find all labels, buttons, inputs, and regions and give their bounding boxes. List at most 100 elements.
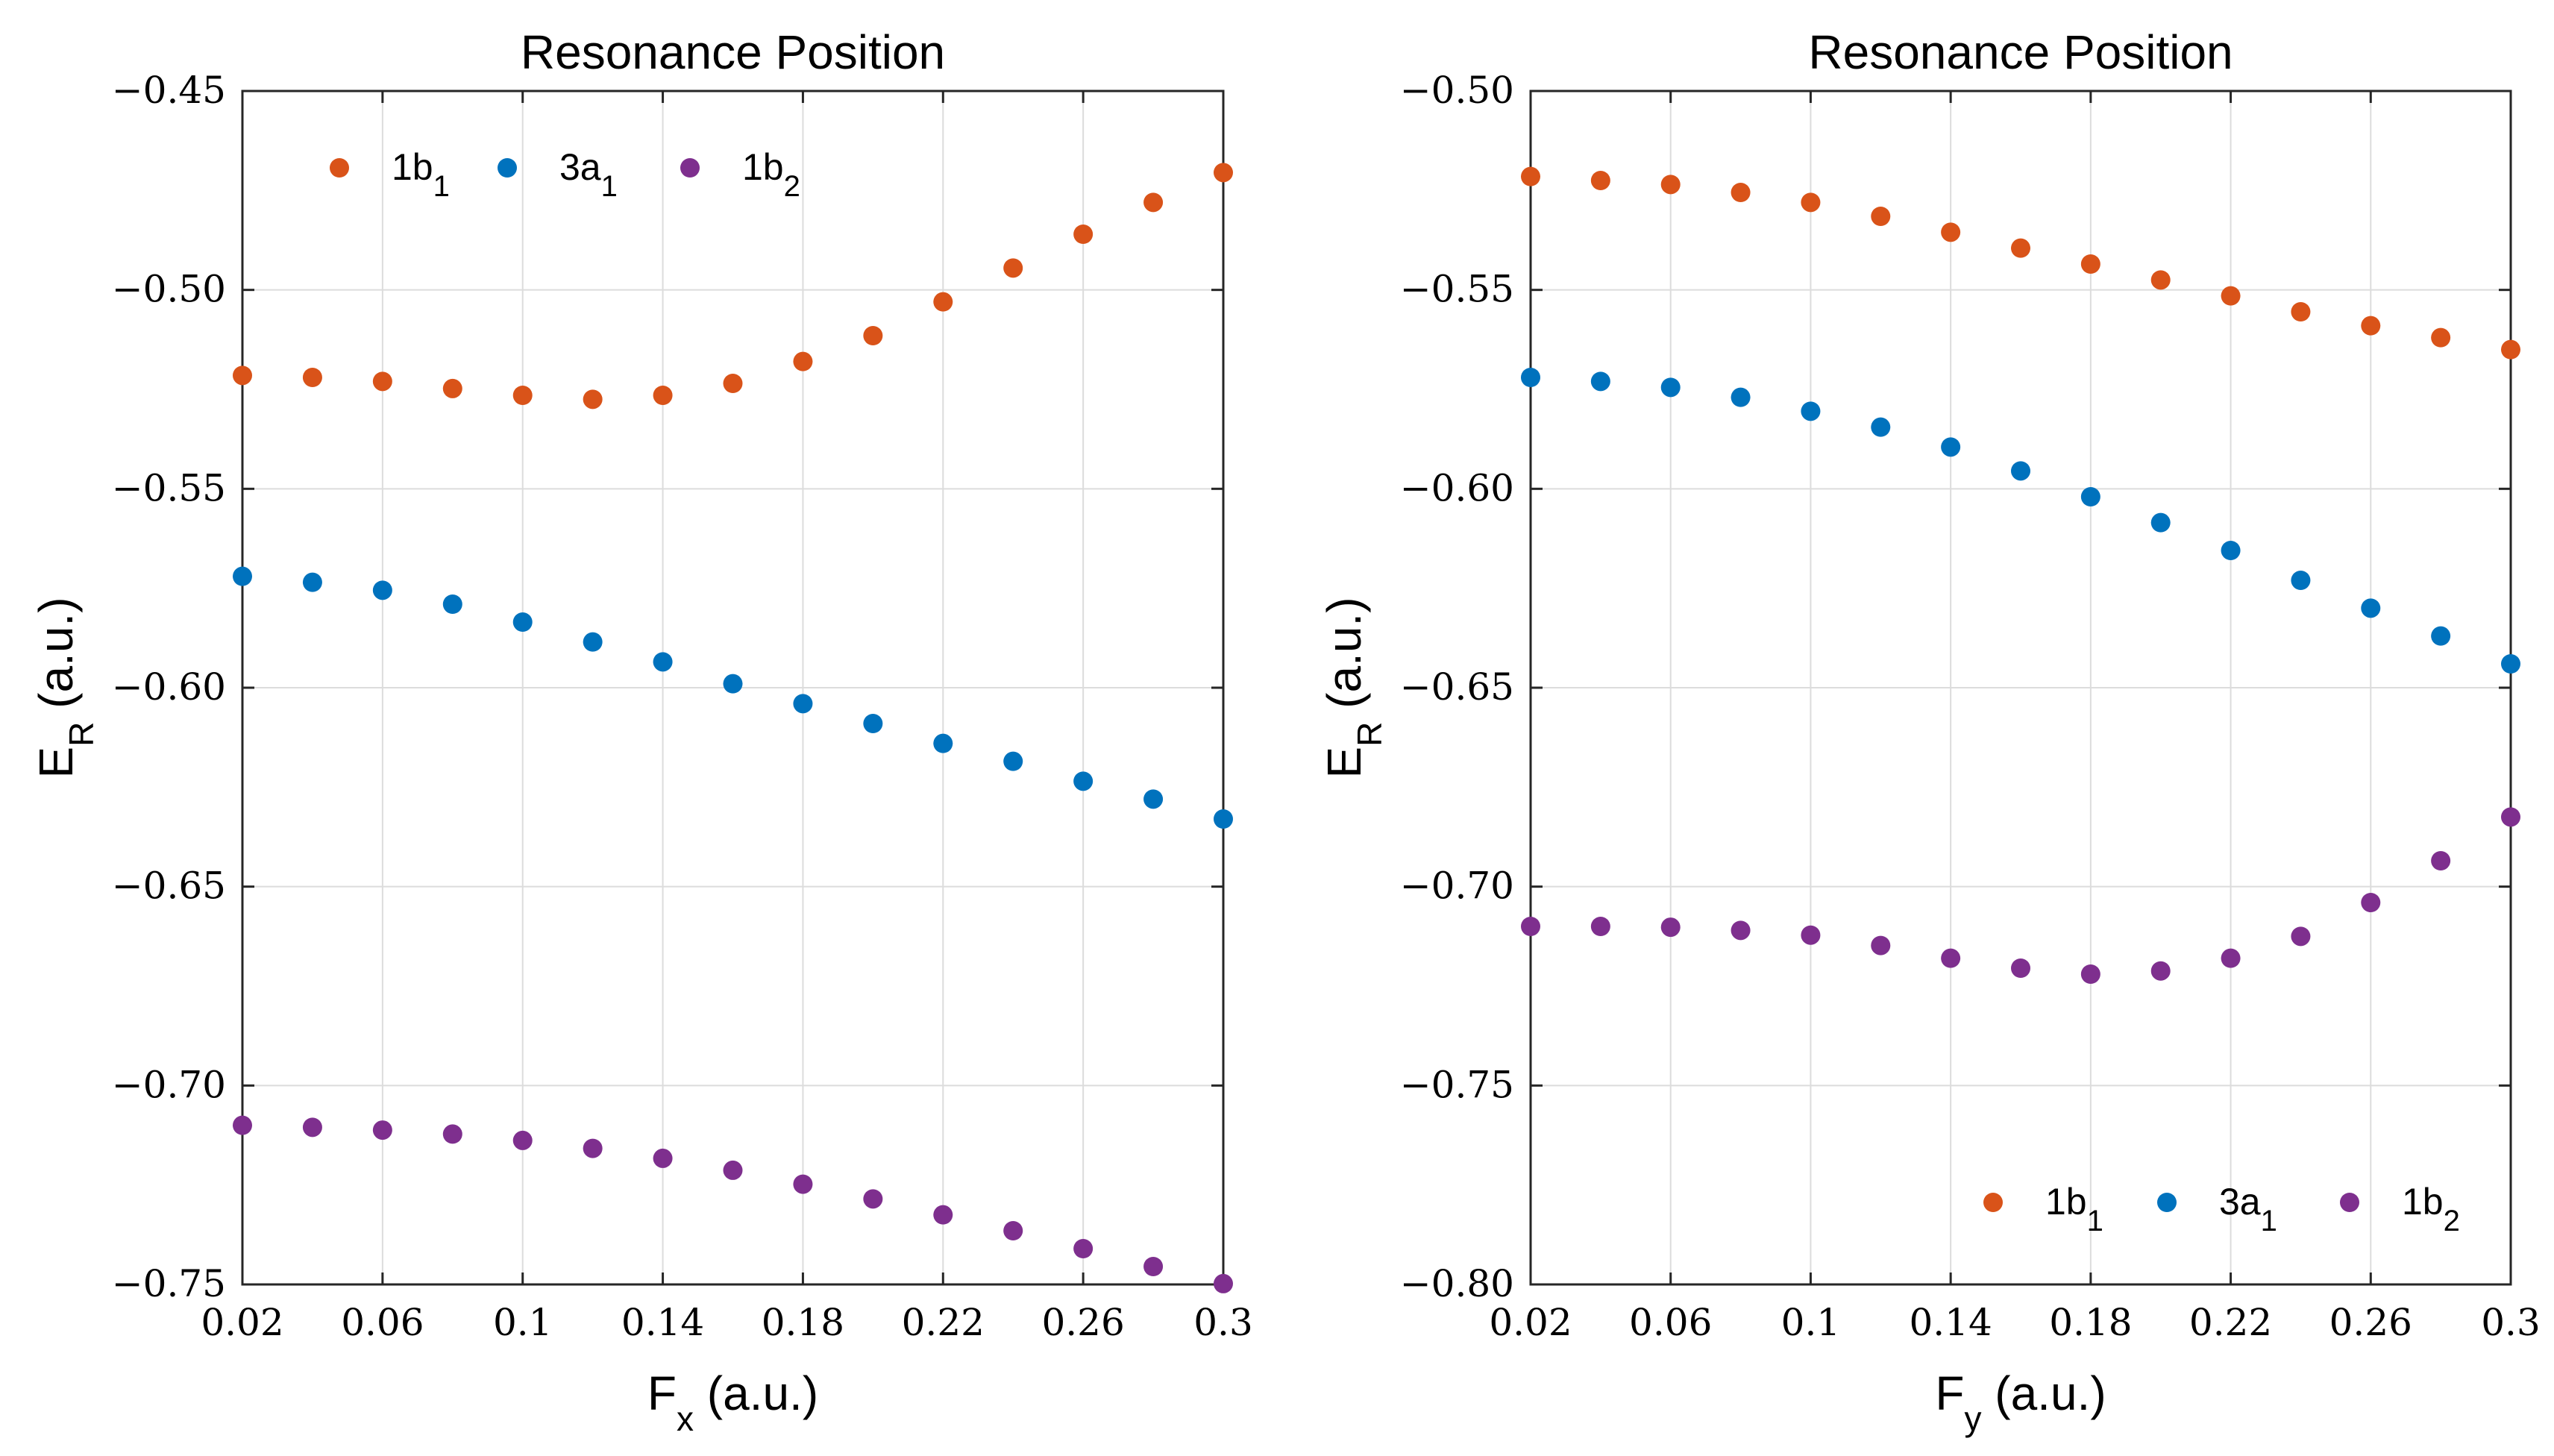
data-point	[2291, 926, 2311, 947]
y-axis-label: ER (a.u.)	[1317, 597, 1389, 778]
legend-marker	[330, 158, 349, 178]
data-point	[2361, 598, 2381, 618]
data-point	[2150, 270, 2171, 290]
data-point	[2011, 461, 2030, 481]
y-axis-label-sub: R	[1350, 722, 1389, 747]
data-point	[1941, 222, 1961, 242]
data-point	[512, 1130, 533, 1150]
y-axis-label: ER (a.u.)	[29, 597, 101, 778]
data-point	[1731, 920, 1751, 941]
data-point	[1214, 163, 1233, 183]
x-tick-label: 0.06	[341, 1301, 424, 1344]
data-point	[2431, 626, 2451, 646]
data-point	[512, 612, 533, 632]
chart-left-fx: 0.02 0.06 0.1 0.14 0.18 0.22 0.26 0.3 −0.75 −0.70…	[29, 25, 1253, 1438]
data-point	[2080, 254, 2100, 274]
data-point	[1871, 935, 1891, 956]
data-point	[372, 580, 392, 600]
legend-entry-sub: 2	[2444, 1205, 2460, 1237]
data-point	[863, 326, 883, 345]
data-point	[302, 368, 322, 387]
data-point	[1143, 789, 1164, 809]
legend-entry-name: 3a	[2219, 1181, 2261, 1223]
y-tick-label: −0.65	[1400, 665, 1514, 709]
data-point	[2361, 893, 2381, 912]
data-point	[2291, 571, 2311, 590]
data-point	[1801, 401, 1821, 421]
data-point	[2150, 512, 2171, 533]
data-point	[1073, 1239, 1094, 1258]
data-point	[2011, 958, 2030, 978]
x-tick-label: 0.26	[2329, 1301, 2412, 1344]
x-axis-label-sub: x	[677, 1399, 694, 1438]
chart-title: Resonance Position	[521, 25, 945, 79]
y-tick-label: −0.60	[1400, 466, 1514, 509]
series-3a1	[233, 566, 1233, 829]
series-1b2	[1521, 807, 2520, 984]
data-point	[653, 386, 673, 405]
data-point	[1003, 258, 1023, 278]
data-point	[2080, 487, 2100, 506]
x-tick-label: 0.26	[1041, 1301, 1124, 1344]
y-axis-label-main: E	[29, 747, 83, 779]
y-tick-label: −0.70	[112, 1063, 226, 1106]
plot-frame	[1529, 90, 2512, 1286]
x-axis-label: Fy (a.u.)	[1935, 1366, 2106, 1438]
data-point	[442, 1124, 462, 1144]
chart-title: Resonance Position	[1808, 25, 2233, 79]
y-axis-label-unit: (a.u.)	[29, 597, 83, 721]
data-point	[1003, 751, 1023, 771]
data-point	[1731, 183, 1751, 202]
x-tick-label: 0.1	[493, 1301, 553, 1344]
data-point	[933, 1205, 953, 1225]
x-tick-label: 0.18	[2049, 1301, 2132, 1344]
data-point	[512, 386, 533, 405]
y-axis-label-main: E	[1317, 747, 1371, 779]
data-point	[1660, 377, 1681, 398]
y-tick-label: −0.50	[1400, 69, 1514, 112]
data-point	[1871, 207, 1891, 226]
legend-marker	[1983, 1193, 2003, 1212]
legend-entry: 1b1	[2045, 1181, 2103, 1237]
x-axis-label-unit: (a.u.)	[1981, 1366, 2106, 1420]
data-point	[442, 378, 462, 398]
y-tick-label: −0.70	[1400, 865, 1514, 908]
data-point	[1660, 175, 1681, 195]
x-tick-label: 0.14	[1909, 1301, 1992, 1344]
legend-entry: 3a1	[2219, 1181, 2277, 1237]
data-point	[1143, 192, 1164, 213]
data-point	[583, 389, 603, 410]
x-axis-label-unit: (a.u.)	[694, 1366, 818, 1420]
legend: 1b1 3a1 1b2	[1983, 1181, 2460, 1237]
legend-entry: 1b2	[742, 146, 800, 203]
data-point	[233, 1115, 252, 1135]
x-tick-label: 0.22	[2189, 1301, 2272, 1344]
data-point	[1941, 437, 1961, 457]
data-point	[653, 652, 673, 672]
data-point	[723, 374, 743, 393]
chart-right-fy: 0.02 0.06 0.1 0.14 0.18 0.22 0.26 0.3 −0.80 −0.75…	[1317, 25, 2541, 1438]
y-tick-label: −0.55	[112, 466, 226, 509]
data-point	[1003, 1221, 1023, 1240]
data-point	[1143, 1257, 1164, 1276]
legend-marker	[2340, 1193, 2359, 1212]
data-point	[1073, 225, 1094, 244]
data-point	[1801, 192, 1821, 213]
x-tick-label: 0.02	[1489, 1301, 1572, 1344]
data-point	[863, 714, 883, 733]
legend-entry-sub: 1	[2087, 1205, 2103, 1237]
data-point	[1590, 371, 1610, 392]
data-point	[1521, 368, 1540, 387]
data-point	[1073, 771, 1094, 791]
data-point	[653, 1148, 673, 1168]
data-point	[583, 632, 603, 652]
data-point	[233, 365, 252, 386]
data-point	[2361, 316, 2381, 336]
data-point	[2431, 851, 2451, 870]
y-tick-label: −0.55	[1400, 268, 1514, 311]
legend-entry: 1b1	[392, 146, 450, 203]
plot-frame	[241, 90, 1225, 1286]
legend-entry-sub: 1	[433, 170, 450, 203]
x-tick-label: 0.02	[201, 1301, 283, 1344]
legend: 1b1 3a1 1b2	[330, 146, 800, 203]
